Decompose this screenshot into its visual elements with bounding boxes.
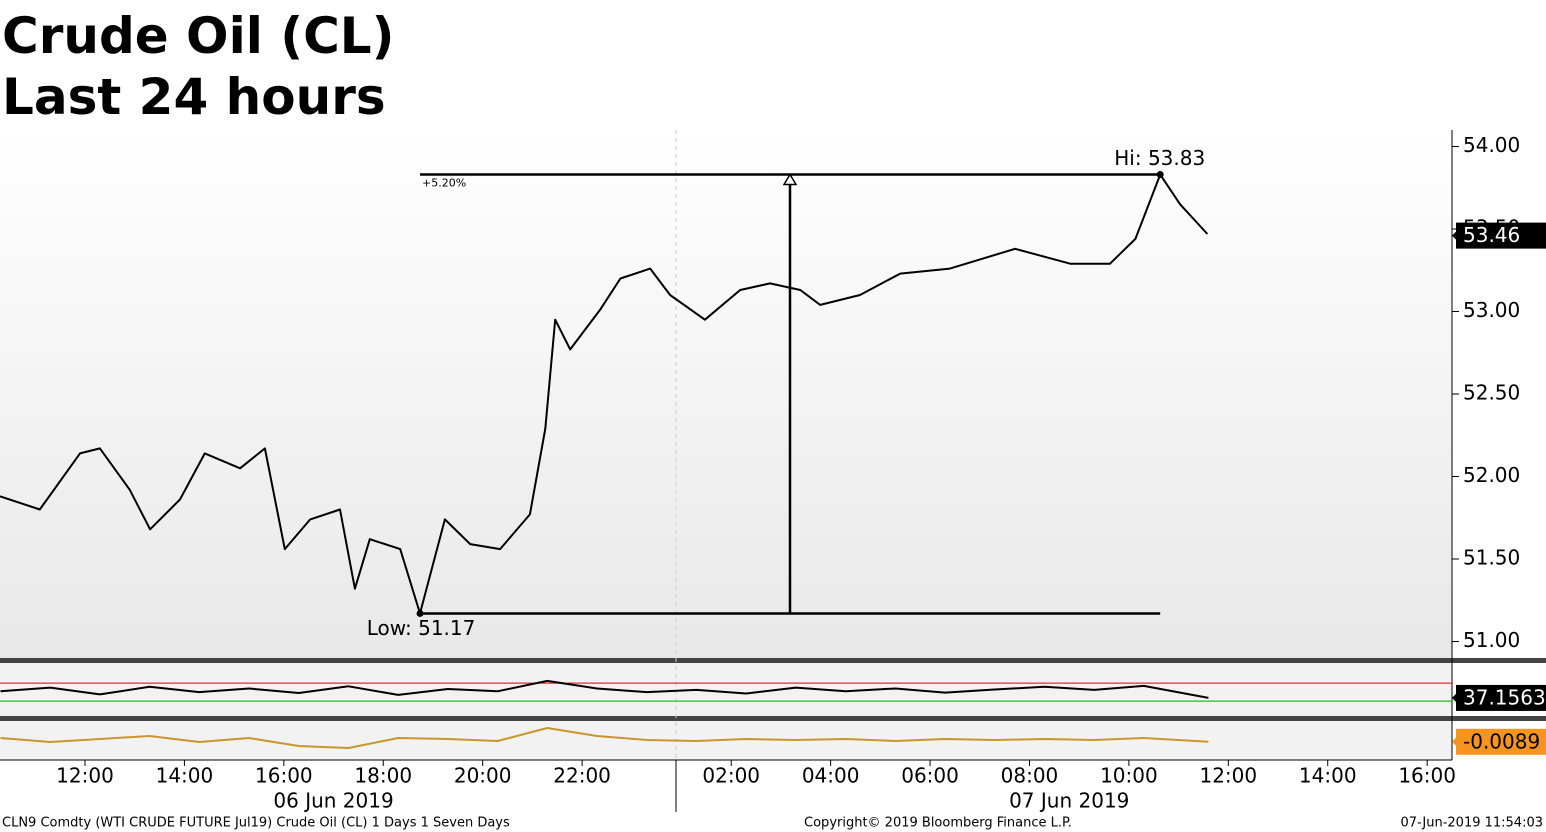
- x-tick-label: 12:00: [1199, 764, 1257, 788]
- last-value-tag: [1456, 728, 1546, 755]
- date-label: 07 Jun 2019: [1009, 789, 1129, 813]
- x-tick-label: 04:00: [802, 764, 860, 788]
- last-value-pointer: [1452, 229, 1458, 242]
- last-value-pointer: [1452, 691, 1458, 704]
- high-label: Hi: 53.83: [1114, 146, 1205, 170]
- range-arrow-head: [782, 173, 798, 186]
- x-tick-label: 16:00: [255, 764, 313, 788]
- last-value-tag: [1456, 684, 1546, 711]
- y-tick-label: 52.00: [1463, 463, 1520, 487]
- y-tick-label: 53.00: [1463, 298, 1520, 322]
- chart-title: Crude Oil (CL): [2, 7, 395, 65]
- x-tick-label: 14:00: [1299, 764, 1357, 788]
- y-tick-label: 54.00: [1463, 133, 1520, 157]
- last-value-pointer: [1452, 735, 1458, 748]
- panel-separator: [0, 716, 1546, 721]
- x-tick-label: 22:00: [553, 764, 611, 788]
- y-tick-label: 51.50: [1463, 546, 1520, 570]
- low-label: Low: 51.17: [367, 616, 476, 640]
- x-tick-label: 08:00: [1001, 764, 1059, 788]
- x-tick-label: 16:00: [1398, 764, 1456, 788]
- footer-center: Copyright© 2019 Bloomberg Finance L.P.: [804, 816, 1072, 831]
- series-line: [0, 727, 1209, 749]
- x-tick-label: 10:00: [1100, 764, 1158, 788]
- y-tick-label: 52.50: [1463, 381, 1520, 405]
- footer-right: 07-Jun-2019 11:54:03: [1400, 816, 1543, 831]
- x-tick-label: 12:00: [56, 764, 114, 788]
- chart-subtitle: Last 24 hours: [2, 68, 386, 126]
- last-value-label: 37.1563: [1463, 685, 1546, 709]
- panel-separator: [0, 658, 1546, 663]
- x-tick-label: 20:00: [454, 764, 512, 788]
- footer-left: CLN9 Comdty (WTI CRUDE FUTURE Jul19) Cru…: [2, 816, 510, 831]
- x-tick-label: 06:00: [901, 764, 959, 788]
- last-value-tag: [1456, 222, 1546, 249]
- x-tick-label: 02:00: [702, 764, 760, 788]
- change-label: +5.20%: [422, 177, 466, 190]
- x-tick-label: 14:00: [156, 764, 214, 788]
- y-tick-label: 51.00: [1463, 628, 1520, 652]
- last-value-label: -0.0089: [1463, 729, 1540, 753]
- series-line: [0, 173, 1209, 615]
- rsi-panel: [0, 662, 1452, 716]
- price-panel: [0, 130, 1452, 660]
- date-label: 06 Jun 2019: [273, 789, 393, 813]
- x-tick-label: 18:00: [354, 764, 412, 788]
- last-value-label: 53.46: [1463, 223, 1520, 247]
- series-line: [0, 679, 1209, 699]
